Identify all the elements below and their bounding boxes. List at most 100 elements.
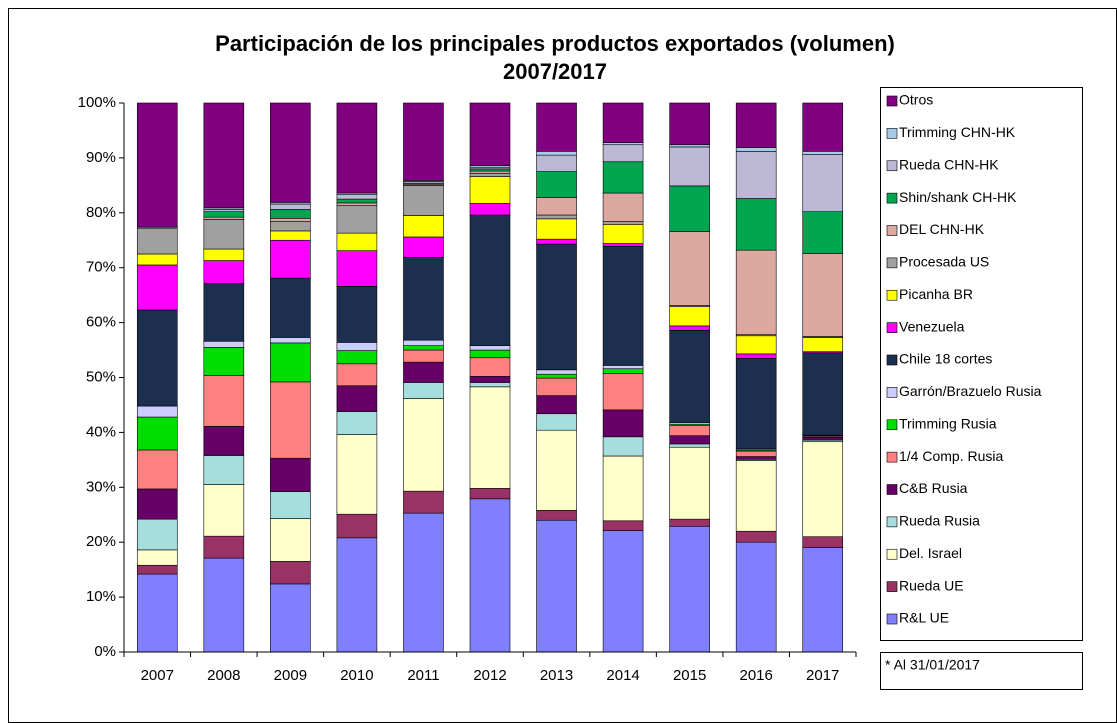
bar-segment (203, 375, 245, 427)
bar-segment (403, 349, 444, 363)
legend-label: Chile 18 cortes (899, 351, 992, 367)
bar-segment (536, 373, 577, 379)
bar-segment (270, 561, 311, 585)
legend-swatch (886, 613, 898, 625)
bar-segment (802, 211, 844, 254)
bar-segment (602, 102, 644, 143)
bar-segment (536, 429, 577, 511)
bar-segment (536, 369, 577, 375)
bar-segment (735, 456, 777, 460)
bar-segment (602, 221, 644, 225)
bar-segment (270, 337, 311, 344)
bar-segment (536, 395, 577, 415)
legend-label: Otros (899, 92, 933, 108)
bar-segment (270, 491, 311, 519)
bar-segment (536, 218, 577, 240)
bar-segment (469, 214, 511, 346)
bar-segment (735, 147, 777, 152)
note: * Al 31/01/2017 (885, 657, 980, 673)
y-tick-label: 0% (94, 643, 116, 660)
bar-segment (669, 306, 710, 327)
bar-segment (669, 325, 710, 331)
x-tick-label: 2012 (473, 667, 506, 684)
bar-segment (203, 102, 245, 209)
legend-swatch (886, 484, 898, 495)
bar-segment (403, 361, 444, 383)
bar-segment (602, 192, 644, 222)
bar-segment (403, 256, 444, 341)
legend-swatch (886, 419, 898, 431)
bar-segment (469, 203, 511, 216)
bar-segment (669, 185, 710, 232)
legend-label: C&B Rusia (899, 480, 968, 496)
bar-segment (136, 227, 178, 255)
bar-segment (735, 541, 777, 653)
bar-segment (669, 446, 710, 520)
x-tick-label: 2009 (274, 667, 307, 684)
y-tick-label: 10% (86, 588, 116, 605)
bar-segment (270, 277, 311, 338)
bar-segment (602, 436, 644, 457)
bar-segment (602, 365, 644, 370)
bar-segment (203, 535, 245, 559)
y-tick-label: 100% (78, 94, 116, 111)
bar-segment (336, 205, 378, 234)
bar-segment (403, 490, 444, 514)
bar-segment (802, 337, 844, 352)
bar-segment (203, 219, 245, 250)
legend-label: 1/4 Comp. Rusia (899, 448, 1003, 464)
bar-segment (403, 382, 444, 399)
bar-segment (469, 172, 511, 177)
bar-segment (270, 230, 311, 241)
bar-segment (735, 102, 777, 148)
bar-segment (136, 449, 178, 490)
legend-box (880, 87, 1083, 641)
bar-segment (336, 194, 378, 200)
bar-segment (669, 144, 710, 148)
bar-segment (203, 426, 245, 456)
bar-segment (136, 405, 178, 418)
bar-segment (336, 250, 378, 287)
legend-label: Garrón/Brazuelo Rusia (899, 383, 1042, 399)
bar-segment (469, 345, 511, 351)
bar-segment (669, 424, 710, 436)
bar-segment (602, 144, 644, 163)
legend-label: R&L UE (899, 610, 949, 626)
bar-segment (136, 416, 178, 451)
bar-segment (469, 498, 511, 653)
legend-label: Rueda CHN-HK (899, 156, 999, 172)
bar-segment (536, 519, 577, 653)
bar-segment (203, 455, 245, 485)
x-tick-label: 2016 (739, 667, 772, 684)
bar-segment (136, 573, 178, 653)
bar-segment (336, 286, 378, 343)
bar-segment (602, 224, 644, 244)
chart-title: 2007/2017 (503, 59, 607, 84)
legend-label: Del. Israel (899, 545, 962, 561)
bar-segment (669, 518, 710, 527)
bar-segment (469, 382, 511, 388)
chart-title: Participación de los principales product… (215, 31, 895, 56)
bar-segment (669, 231, 710, 306)
bar-segment (403, 102, 444, 181)
bar-segment (336, 350, 378, 365)
legend-label: Rueda UE (899, 577, 964, 593)
bar-segment (336, 102, 378, 194)
bar-segment (403, 339, 444, 346)
x-tick-label: 2013 (540, 667, 573, 684)
legend-swatch (886, 225, 898, 236)
bar-segment (602, 455, 644, 522)
bar-segment (802, 547, 844, 653)
bar-segment (270, 239, 311, 279)
y-tick-label: 70% (86, 259, 116, 276)
bar-segment (336, 232, 378, 251)
bar-segment (336, 537, 378, 653)
bar-segment (403, 236, 444, 258)
bar-segment (136, 488, 178, 520)
bar-segment (669, 525, 710, 653)
bar-segment (536, 413, 577, 431)
legend-swatch (886, 581, 898, 592)
legend-label: Trimming Rusia (899, 415, 997, 431)
legend-swatch (886, 160, 898, 172)
